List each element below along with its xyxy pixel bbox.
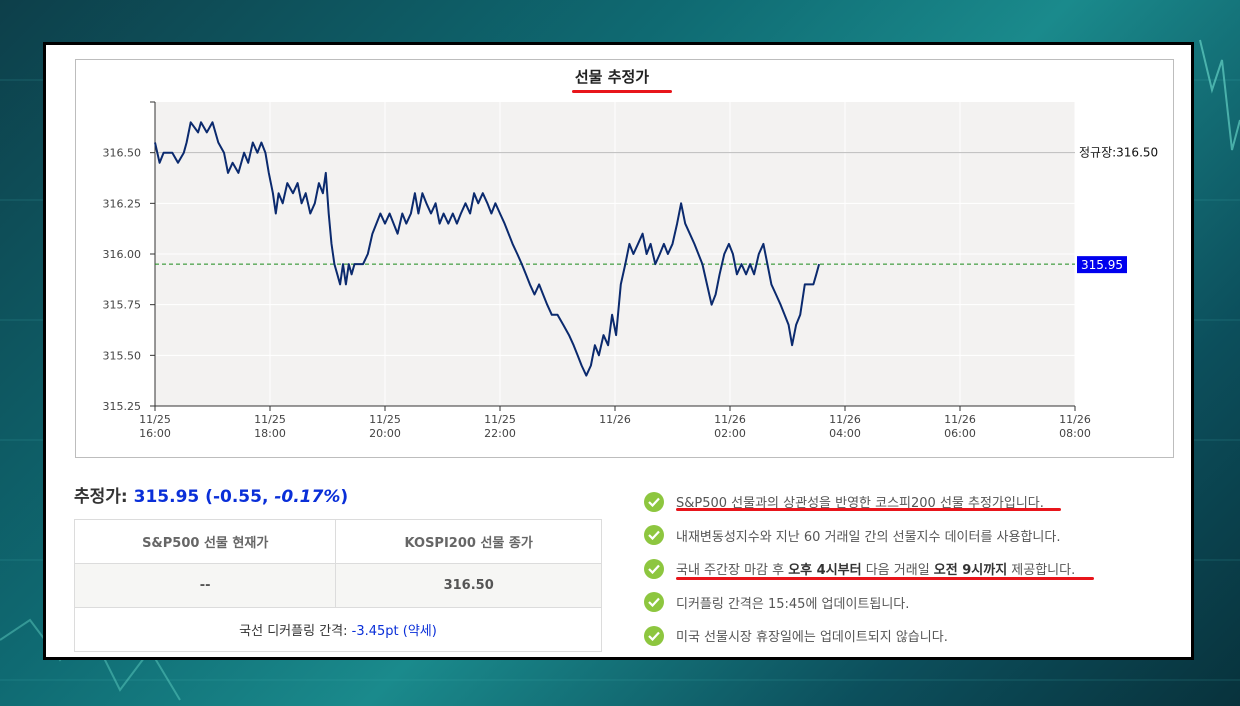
note-text-bold: 오전 9시까지 [933,563,1008,579]
value-kospi200: 316.50 [335,563,602,608]
x-tick-label: 22:00 [484,427,516,440]
x-tick-label: 20:00 [369,427,401,440]
note-item: S&P500 선물과의 상관성을 반영한 코스피200 선물 추정가입니다. [644,485,1075,519]
estimate-change-pct: -0.17% [274,487,341,507]
estimate-value: 315.95 [133,487,200,507]
decoupling-gap-label: 국선 디커플링 간격: [239,624,352,639]
current-value-label: 315.95 [1081,258,1123,272]
x-tick-label: 11/25 [139,413,171,426]
x-tick-label: 06:00 [944,427,976,440]
x-tick-label: 11/26 [714,413,746,426]
note-underline-3 [676,577,1094,580]
check-icon [644,592,664,613]
check-icon [644,558,664,579]
x-tick-label: 11/25 [254,413,286,426]
note-text-bold: 오후 4시부터 [788,563,862,579]
x-tick-label: 11/26 [944,413,976,426]
x-tick-label: 18:00 [254,427,286,440]
x-tick-label: 04:00 [829,427,861,440]
note-text: S&P500 선물과의 상관성을 반영한 코스피200 선물 추정가입니다. [676,496,1044,512]
note-item: 국내 주간장 마감 후 오후 4시부터 다음 거래일 오전 9시까지 제공합니다… [644,552,1075,586]
note-text-part: 국내 주간장 마감 후 [676,563,789,579]
value-sp500: -- [73,563,337,608]
y-tick-label: 316.00 [103,248,142,261]
check-icon [644,625,664,646]
note-text: 국내 주간장 마감 후 오후 4시부터 다음 거래일 오전 9시까지 제공합니다… [676,559,1075,578]
y-tick-label: 316.50 [103,147,142,160]
note-underline-1 [676,508,1061,511]
x-tick-label: 08:00 [1059,427,1091,440]
x-tick-label: 11/25 [484,413,516,426]
futures-estimate-chart: 11/2516:0011/2518:0011/2520:0011/2522:00… [103,68,1159,440]
x-tick-label: 11/26 [1059,413,1091,426]
note-item: 내재변동성지수와 지난 60 거래일 간의 선물지수 데이터를 사용합니다. [644,519,1075,553]
decoupling-gap-value: -3.45pt (약세) [351,624,437,639]
check-icon [644,491,664,512]
note-text-part: 제공합니다. [1007,563,1076,579]
header-sp500: S&P500 선물 현재가 [73,519,337,564]
x-tick-label: 16:00 [139,427,171,440]
title-underline [572,90,672,93]
header-kospi200: KOSPI200 선물 종가 [335,519,602,564]
x-tick-label: 11/26 [599,413,631,426]
y-tick-label: 316.25 [103,197,142,210]
decoupling-gap-row: 국선 디커플링 간격: -3.45pt (약세) [74,607,602,652]
estimate-summary: 추정가: 315.95 (-0.55, -0.17%) [74,482,348,507]
note-text: 내재변동성지수와 지난 60 거래일 간의 선물지수 데이터를 사용합니다. [676,529,1061,545]
y-tick-label: 315.25 [103,400,142,413]
current-value-badge [1077,256,1127,274]
series-line [154,121,821,377]
regular-session-label: 정규장:316.50 [1079,146,1158,160]
chart-title: 선물 추정가 [575,68,649,86]
note-text: 미국 선물시장 휴장일에는 업데이트되지 않습니다. [676,630,948,646]
x-tick-label: 11/25 [369,413,401,426]
x-tick-label: 11/26 [829,413,861,426]
notes-list: S&P500 선물과의 상관성을 반영한 코스피200 선물 추정가입니다. 내… [644,485,1075,653]
check-icon [644,525,664,546]
estimate-label: 추정가: [74,487,134,507]
x-tick-label: 02:00 [714,427,746,440]
y-tick-label: 315.75 [103,299,142,312]
note-text: 디커플링 간격은 15:45에 업데이트됩니다. [676,596,910,612]
info-table: S&P500 선물 현재가 KOSPI200 선물 종가 -- 316.50 국… [73,519,602,652]
note-text-part: 다음 거래일 [861,563,934,579]
main-panel: 11/25 16:00 11/25 18:00 11/25 20:00 11/25 22:00… [43,42,1194,660]
note-item: 디커플링 간격은 15:45에 업데이트됩니다. [644,586,1075,620]
chart-container: 11/25 16:00 11/25 18:00 11/25 20:00 11/25 22:00… [75,59,1174,458]
estimate-change-close: ) [340,487,349,507]
note-item: 미국 선물시장 휴장일에는 업데이트되지 않습니다. [644,619,1075,653]
y-tick-label: 315.50 [103,349,142,362]
estimate-change: (-0.55, [199,487,275,507]
